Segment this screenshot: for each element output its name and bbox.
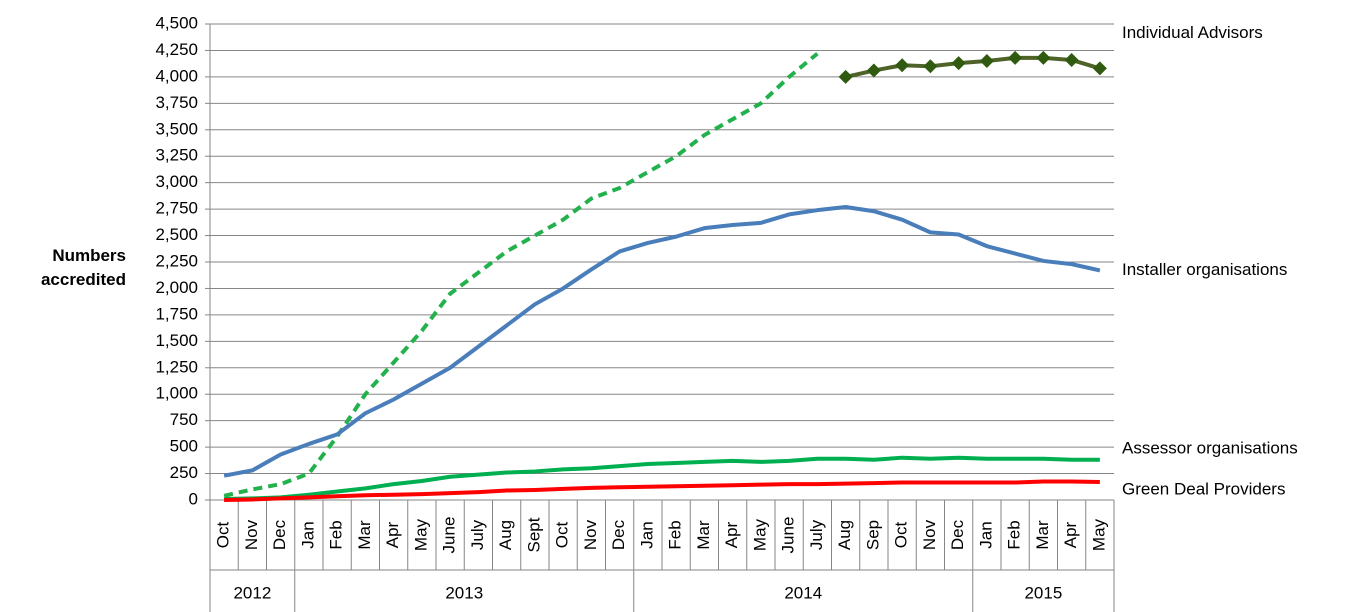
x-tick-label: Feb	[327, 520, 346, 549]
x-tick-label: June	[779, 517, 798, 554]
y-tick-label: 1,500	[155, 331, 198, 350]
y-tick-label: 3,500	[155, 119, 198, 138]
x-tick-label: Sept	[524, 517, 543, 552]
x-tick-label: Nov	[581, 519, 600, 550]
marker	[866, 63, 881, 78]
y-tick-label: 2,750	[155, 199, 198, 218]
x-tick-label: July	[468, 519, 487, 550]
y-tick-label: 2,500	[155, 225, 198, 244]
y-tick-label: 250	[170, 463, 198, 482]
y-tick-label: 1,000	[155, 384, 198, 403]
x-tick-label: Oct	[553, 522, 572, 549]
series-line	[223, 52, 819, 498]
marker	[1008, 50, 1023, 65]
x-tick-label: Dec	[609, 519, 628, 550]
y-tick-label: 750	[170, 410, 198, 429]
marker	[1064, 52, 1079, 67]
x-tick-label: Apr	[722, 521, 741, 548]
y-tick-label: 3,250	[155, 146, 198, 165]
marker	[979, 54, 994, 69]
y-tick-label: 4,250	[155, 40, 198, 59]
series-label: Installer organisations	[1122, 260, 1287, 279]
marker	[923, 59, 938, 74]
y-axis-label: Numbers accredited	[40, 246, 126, 289]
y-tick-label: 500	[170, 437, 198, 456]
x-tick-label: May	[411, 518, 430, 551]
x-tick-label: May	[1089, 518, 1108, 551]
y-tick-label: 4,500	[155, 13, 198, 32]
series-line	[845, 55, 1101, 79]
y-tick-label: 1,250	[155, 357, 198, 376]
x-tick-label: Apr	[383, 521, 402, 548]
x-group-label: 2013	[445, 583, 483, 602]
x-tick-label: Mar	[355, 520, 374, 550]
marker	[1092, 61, 1107, 76]
marker	[838, 69, 853, 84]
x-tick-label: Mar	[694, 520, 713, 550]
x-tick-label: June	[440, 517, 459, 554]
x-tick-label: Apr	[1061, 521, 1080, 548]
y-tick-label: 3,000	[155, 172, 198, 191]
marker	[951, 56, 966, 71]
y-tick-label: 1,750	[155, 304, 198, 323]
x-group-label: 2015	[1024, 583, 1062, 602]
marker	[895, 58, 910, 73]
x-tick-label: Sep	[863, 520, 882, 550]
x-tick-label: July	[807, 519, 826, 550]
x-tick-label: Jan	[976, 521, 995, 548]
y-tick-label: 0	[189, 489, 198, 508]
x-tick-label: Mar	[1033, 520, 1052, 550]
y-tick-label: 2,000	[155, 278, 198, 297]
x-tick-label: Nov	[920, 519, 939, 550]
x-tick-label: Dec	[270, 519, 289, 550]
y-tick-label: 2,250	[155, 251, 198, 270]
x-tick-label: May	[750, 518, 769, 551]
x-tick-label: Jan	[637, 521, 656, 548]
y-tick-label: 4,000	[155, 66, 198, 85]
x-tick-label: Feb	[666, 520, 685, 549]
y-tick-label: 3,750	[155, 93, 198, 112]
x-tick-label: Jan	[298, 521, 317, 548]
x-tick-label: Nov	[242, 519, 261, 550]
x-group-label: 2012	[233, 583, 271, 602]
x-tick-label: Aug	[835, 520, 854, 550]
series-line	[223, 204, 1101, 478]
x-tick-label: Feb	[1005, 520, 1024, 549]
x-tick-label: Oct	[892, 522, 911, 549]
marker	[1036, 50, 1051, 65]
x-tick-label: Oct	[214, 522, 233, 549]
series-label: Green Deal Providers	[1122, 480, 1285, 499]
x-tick-label: Aug	[496, 520, 515, 550]
series-label: Individual Advisors	[1122, 23, 1263, 42]
series-line	[224, 455, 1100, 501]
x-group-label: 2014	[784, 583, 822, 602]
series-line	[224, 479, 1100, 502]
series-label: Assessor organisations	[1122, 438, 1298, 457]
x-tick-label: Dec	[948, 519, 967, 550]
